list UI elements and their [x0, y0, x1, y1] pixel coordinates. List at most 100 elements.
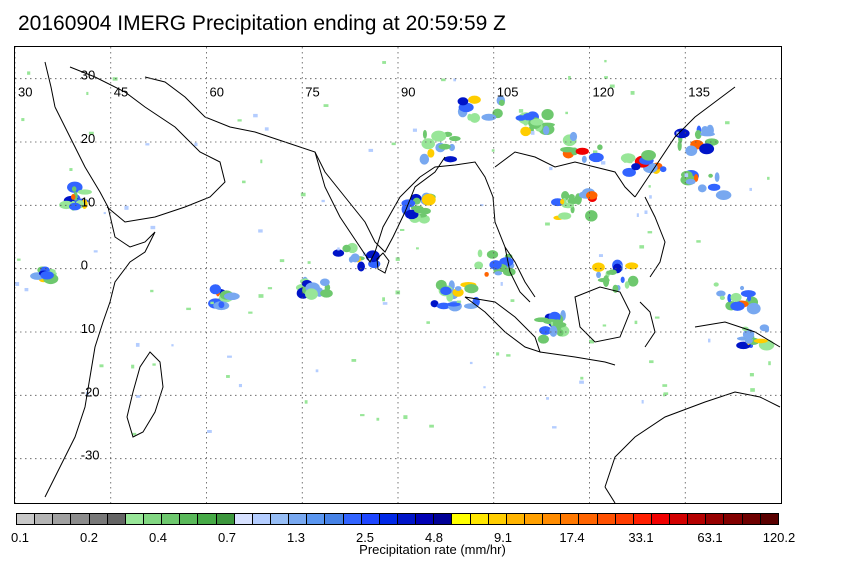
precip-speck — [403, 415, 408, 420]
precip-speck — [226, 375, 230, 378]
precip-speck — [395, 257, 400, 261]
precip-speck — [580, 376, 584, 380]
precip-cell — [342, 244, 351, 253]
precip-speck — [258, 294, 264, 298]
precip-cell — [606, 270, 613, 275]
colorbar-swatch — [180, 514, 199, 524]
precip-cell — [700, 131, 715, 137]
precip-cell — [620, 153, 636, 163]
precip-cell — [569, 131, 578, 142]
precip-speck — [429, 424, 434, 428]
precip-speck — [368, 148, 374, 152]
colorbar-swatch — [234, 514, 253, 524]
precip-speck — [368, 258, 372, 262]
precipitation-field — [15, 59, 775, 436]
precip-speck — [88, 131, 94, 135]
precip-cell — [443, 156, 457, 163]
precip-speck — [648, 185, 651, 188]
precip-speck — [207, 429, 212, 433]
precip-cell — [481, 113, 497, 121]
precip-speck — [708, 338, 711, 343]
precip-speck — [351, 359, 357, 362]
precip-speck — [253, 113, 258, 118]
precip-speck — [391, 142, 396, 146]
precip-cell — [685, 145, 698, 156]
latitude-label: 20 — [81, 131, 95, 146]
precip-cell — [427, 148, 435, 158]
precip-speck — [17, 258, 21, 261]
precip-cell — [586, 191, 598, 200]
precip-speck — [634, 320, 638, 325]
colorbar-tick-labels: 0.1 0.2 0.4 0.7 1.3 2.5 4.8 9.1 17.4 33.1 63.1 120.… — [0, 530, 865, 546]
colorbar-swatch — [416, 514, 435, 524]
precip-speck — [602, 324, 607, 327]
precip-cell — [715, 190, 732, 200]
precip-cell — [674, 128, 690, 139]
graticule — [15, 47, 781, 503]
precip-cell — [474, 261, 484, 270]
precip-speck — [684, 173, 689, 178]
precip-cell — [332, 249, 345, 257]
precip-cell — [699, 143, 715, 155]
precip-cell — [592, 262, 605, 272]
precip-speck — [546, 397, 549, 400]
precip-cell — [530, 118, 544, 126]
colorbar-swatch — [325, 514, 344, 524]
precip-cell — [571, 147, 579, 156]
colorbar-swatch — [543, 514, 562, 524]
precip-cell — [438, 143, 451, 150]
precip-speck — [518, 109, 524, 113]
colorbar-swatch — [615, 514, 634, 524]
precip-cell — [581, 155, 587, 163]
precip-speck — [647, 231, 653, 234]
colorbar-swatch — [162, 514, 181, 524]
colorbar-tick-label: 1.3 — [286, 530, 306, 545]
precip-speck — [376, 417, 380, 421]
colorbar-swatch — [397, 514, 417, 524]
precip-cell — [537, 334, 549, 344]
precip-cell — [624, 281, 630, 289]
precip-speck — [337, 247, 340, 251]
precip-speck — [453, 78, 456, 82]
precip-cell — [489, 260, 502, 270]
colorbar-tick-label: 17.4 — [559, 530, 585, 545]
precip-cell — [740, 290, 756, 298]
precip-speck — [321, 199, 325, 203]
precip-speck — [171, 344, 174, 347]
precip-cell — [708, 173, 713, 178]
precip-speck — [304, 400, 308, 404]
precip-cell — [740, 285, 745, 291]
precip-cell — [685, 178, 696, 185]
colorbar-tick-label: 33.1 — [628, 530, 654, 545]
precip-speck — [593, 150, 598, 153]
precip-cell — [223, 292, 240, 301]
precip-speck — [565, 111, 568, 115]
precip-cell — [625, 262, 639, 270]
precip-cell — [549, 325, 558, 337]
precip-cell — [622, 167, 636, 177]
precipitation-map: 30 45 60 75 90 105 120 135 30 20 10 0 10 -20 -30 — [14, 46, 782, 504]
precip-cell — [494, 271, 503, 276]
precip-speck — [579, 380, 584, 384]
precip-cell — [430, 300, 439, 308]
colorbar-tick-label: 63.1 — [697, 530, 723, 545]
colorbar-tick-label: 0.7 — [217, 530, 237, 545]
colorbar-tick-label: 9.1 — [493, 530, 513, 545]
longitude-label: 135 — [688, 85, 710, 100]
precip-cell — [588, 152, 604, 163]
longitude-labels: 30 45 60 75 90 105 120 135 — [18, 85, 710, 100]
precip-cell — [727, 293, 732, 303]
colorbar-swatch — [488, 514, 507, 524]
precip-cell — [520, 126, 532, 137]
precip-speck — [589, 339, 594, 344]
precip-speck — [644, 210, 648, 214]
precip-speck — [194, 142, 198, 147]
precip-cell — [464, 283, 479, 294]
colorbar-swatch — [289, 514, 308, 524]
precip-speck — [360, 414, 365, 417]
precip-cell — [77, 189, 92, 195]
precip-speck — [725, 121, 730, 125]
colorbar-swatch — [561, 514, 580, 524]
longitude-label: 120 — [593, 85, 615, 100]
colorbar-swatch — [706, 514, 725, 524]
